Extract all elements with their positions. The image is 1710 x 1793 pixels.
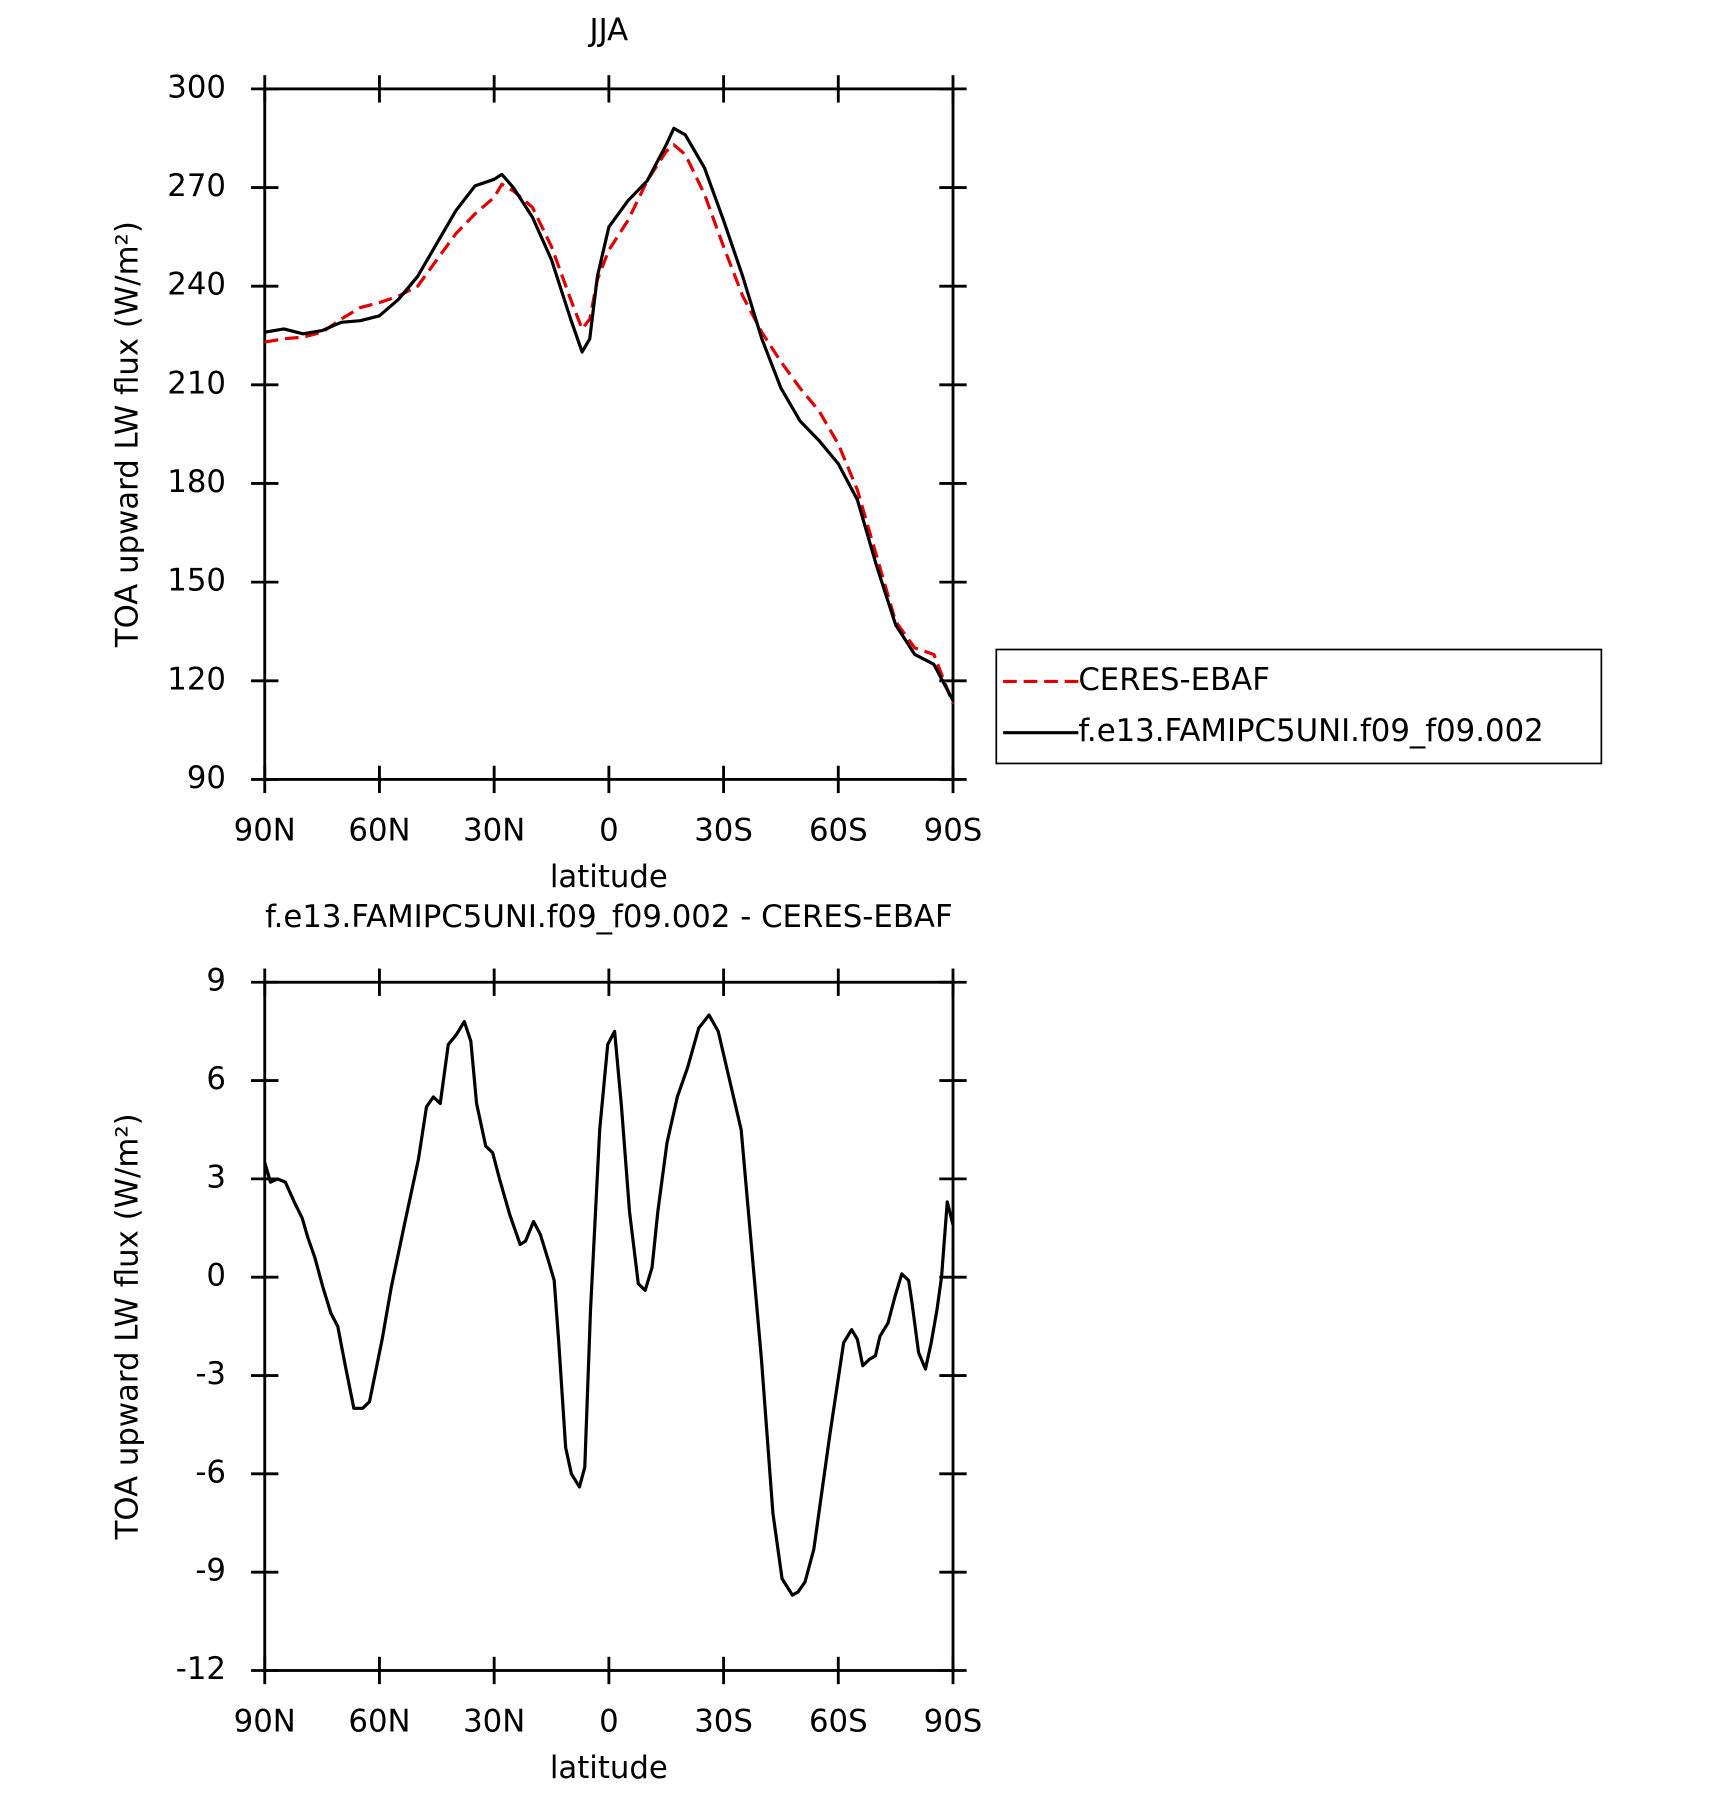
x-tick-label: 60S	[809, 1703, 868, 1739]
x-tick-label: 30S	[694, 1703, 753, 1739]
y-tick-label: -6	[195, 1454, 226, 1490]
data-line	[263, 1013, 955, 1597]
x-tick-label: 90N	[234, 812, 296, 848]
y-tick-label: 0	[206, 1258, 226, 1294]
y-tick-label: 210	[167, 365, 226, 401]
x-tick-label: 60N	[348, 812, 410, 848]
plot-frame	[263, 980, 955, 1672]
y-tick-label: 120	[167, 661, 226, 697]
x-tick-label: 30N	[463, 1703, 525, 1739]
y-tick-label: 9	[206, 963, 226, 999]
x-tick-label: 90N	[234, 1703, 296, 1739]
x-tick-label: 90S	[924, 812, 983, 848]
x-tick-label: 60N	[348, 1703, 410, 1739]
y-tick-label: 240	[167, 267, 226, 303]
y-tick-label: 270	[167, 168, 226, 204]
y-tick-label: 150	[167, 563, 226, 599]
y-tick-label: -9	[195, 1553, 226, 1589]
plot-frame	[263, 87, 955, 781]
x-tick-label: 0	[599, 1703, 619, 1739]
y-tick-label: 3	[206, 1159, 226, 1195]
y-tick-label: 300	[167, 69, 226, 105]
legend-box	[995, 648, 1603, 765]
chart-title: JJA	[588, 12, 629, 48]
y-tick-label: -3	[195, 1356, 226, 1392]
y-tick-label: 90	[187, 760, 226, 796]
y-tick-label: 6	[206, 1061, 226, 1097]
x-tick-label: 30N	[463, 812, 525, 848]
x-axis-label: latitude	[550, 1750, 668, 1786]
legend-label: f.e13.FAMIPC5UNI.f09_f09.002	[1078, 713, 1543, 749]
x-axis-label: latitude	[550, 859, 668, 895]
data-line	[264, 126, 955, 702]
y-axis-label: TOA upward LW flux (W/m²)	[110, 221, 146, 648]
legend-label: CERES-EBAF	[1078, 662, 1270, 698]
x-tick-label: 90S	[924, 1703, 983, 1739]
x-tick-label: 60S	[809, 812, 868, 848]
y-tick-label: 180	[167, 464, 226, 500]
y-axis-label: TOA upward LW flux (W/m²)	[110, 1113, 146, 1540]
chart-title: f.e13.FAMIPC5UNI.f09_f09.002 - CERES-EBA…	[265, 899, 953, 935]
x-tick-label: 30S	[694, 812, 753, 848]
y-tick-label: -12	[176, 1651, 226, 1687]
x-tick-label: 0	[599, 812, 619, 848]
